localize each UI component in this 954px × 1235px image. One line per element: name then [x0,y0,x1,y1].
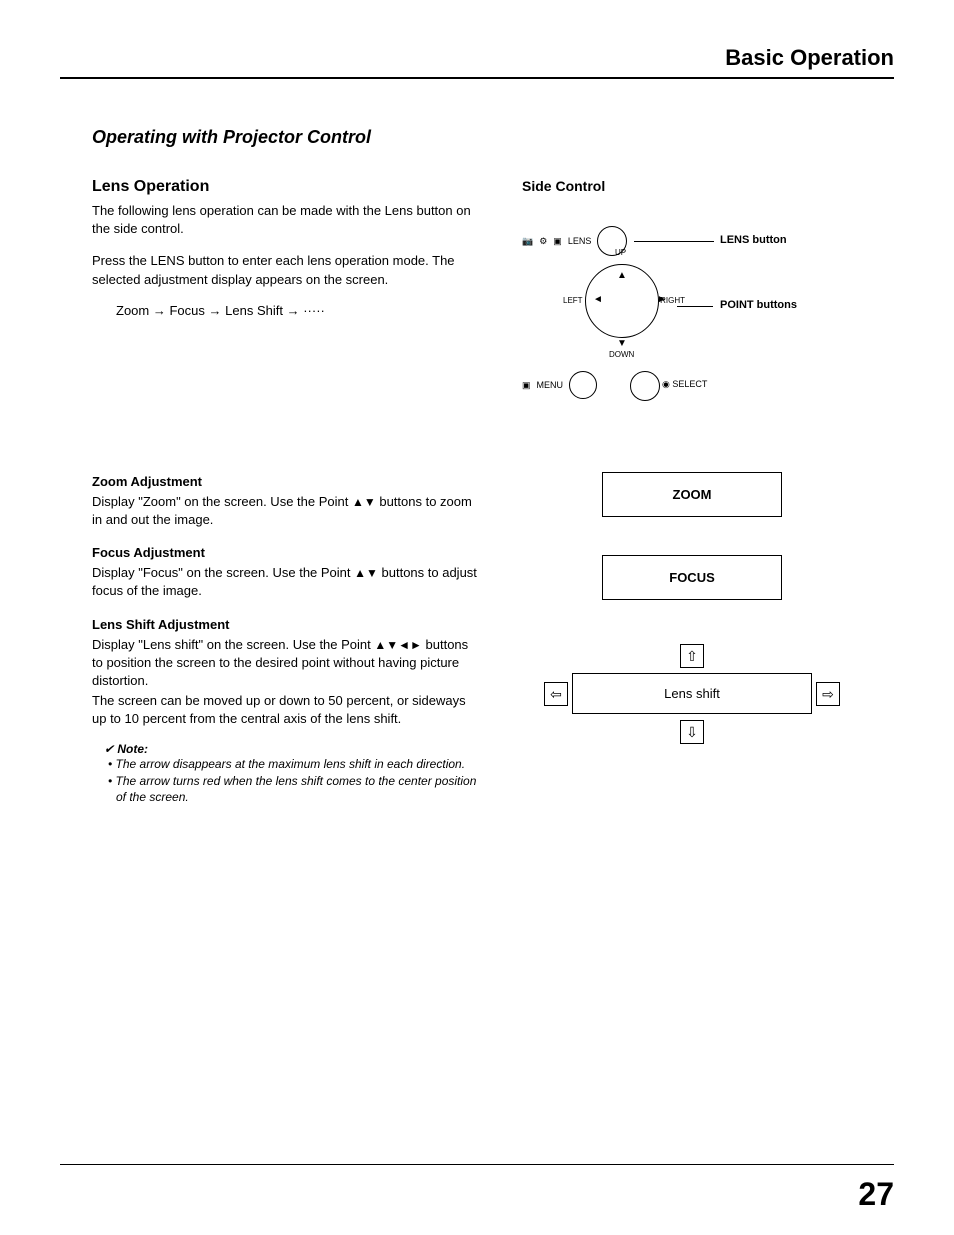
zoom-heading: Zoom Adjustment [92,474,482,489]
dpad-diagram: UP DOWN LEFT RIGHT ▲ ▼ ◄ ► [567,246,677,356]
content-columns: Lens Operation The following lens operat… [92,178,894,805]
callout-line-point [677,306,713,307]
note-item-2: • The arrow turns red when the lens shif… [104,773,482,805]
note-item-1: • The arrow disappears at the maximum le… [104,756,482,772]
select-icon: ◉ [662,379,672,389]
arrow-down-icon: ⇩ [680,720,704,744]
lens-operation-p2: Press the LENS button to enter each lens… [92,252,482,288]
select-label: SELECT [672,379,707,389]
dpad-down-label: DOWN [609,350,634,359]
menu-button-circle [569,371,597,399]
camera-icon: 📷 [522,236,533,247]
seq-dots: ····· [303,303,325,318]
seq-zoom: Zoom [116,303,149,318]
focus-display-box: FOCUS [602,555,782,600]
lens-operation-p1: The following lens operation can be made… [92,202,482,238]
lens-label: LENS [568,236,592,246]
focus-text: Display "Focus" on the screen. Use the P… [92,564,482,600]
menu-label: MENU [537,380,564,390]
select-button-circle [630,371,660,401]
dpad-left-label: LEFT [563,296,583,305]
seq-lensshift: Lens Shift [225,303,283,318]
note-block: ✔ Note: • The arrow disappears at the ma… [92,742,482,805]
seq-focus: Focus [169,303,204,318]
note-heading: ✔ Note: [104,742,482,756]
main-title: Operating with Projector Control [92,127,894,148]
zoom-display-box: ZOOM [602,472,782,517]
settings-icon: ⚙ [539,236,547,247]
arrow-right-icon: ⇨ [816,682,840,706]
right-column: Side Control 📷 ⚙ ▣ LENS LENS button UP D… [522,178,862,805]
check-icon: ✔ [104,742,117,756]
header-title: Basic Operation [725,45,894,70]
page-number: 27 [858,1176,894,1213]
lensshift-text2: The screen can be moved up or down to 50… [92,692,482,728]
lens-operation-heading: Lens Operation [92,178,482,196]
select-row: ◉ SELECT [662,379,707,390]
triangle-up-down-icon: ▲▼ [352,495,376,509]
arrow-icon: → [287,303,304,318]
screen-icon: ▣ [553,236,562,247]
footer-divider [60,1164,894,1165]
lens-callout: LENS button [720,234,787,246]
callout-line-lens [634,241,714,242]
triangle-all-icon: ▲▼◄► [374,638,422,652]
arrow-up-icon: ⇧ [680,644,704,668]
lensshift-diagram: ⇧ ⇩ ⇦ ⇨ Lens shift [542,638,842,748]
point-callout: POINT buttons [720,299,797,311]
arrow-left-icon: ⇦ [544,682,568,706]
menu-icon: ▣ [522,380,531,391]
dpad-up-label: UP [615,248,626,257]
page-header: Basic Operation [60,45,894,79]
arrow-icon: → [153,303,170,318]
arrow-icon: → [209,303,226,318]
side-control-diagram: 📷 ⚙ ▣ LENS LENS button UP DOWN LEFT RIGH… [522,206,842,406]
lensshift-text1: Display "Lens shift" on the screen. Use … [92,636,482,691]
focus-heading: Focus Adjustment [92,545,482,560]
menu-row: ▣ MENU [522,371,597,399]
side-control-heading: Side Control [522,178,862,194]
triangle-up-down-icon: ▲▼ [354,566,378,580]
lensshift-heading: Lens Shift Adjustment [92,617,482,632]
lens-sequence: Zoom → Focus → Lens Shift → ····· [116,303,482,318]
left-column: Lens Operation The following lens operat… [92,178,482,805]
lensshift-display-box: Lens shift [572,673,812,714]
zoom-text: Display "Zoom" on the screen. Use the Po… [92,493,482,529]
